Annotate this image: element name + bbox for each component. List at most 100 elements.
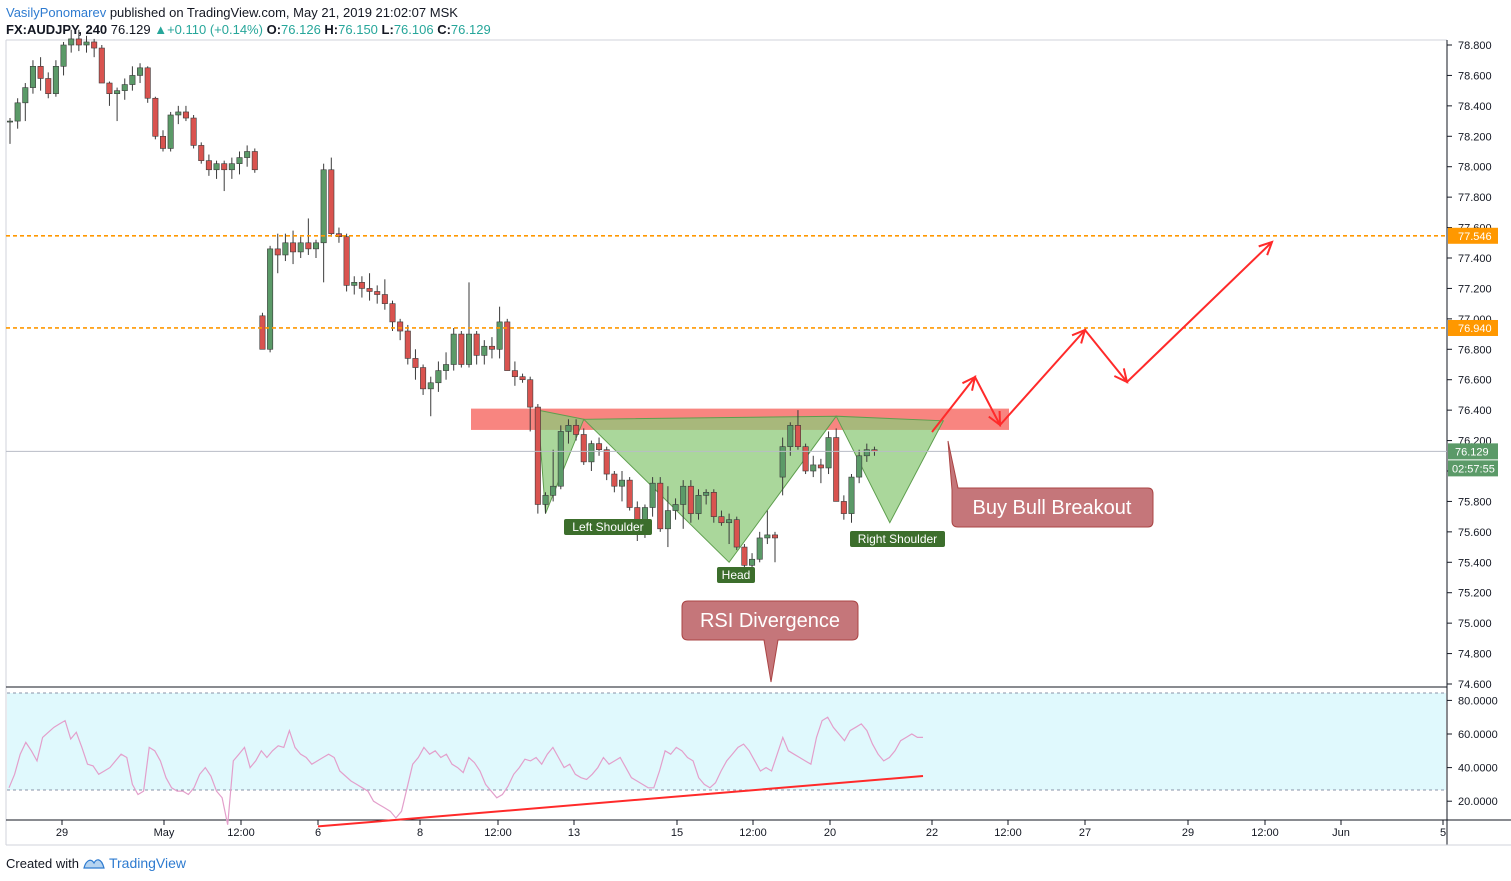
candle-body <box>565 425 572 432</box>
rsi-divergence-text: RSI Divergence <box>700 610 840 632</box>
level-badge <box>1448 227 1498 244</box>
candle-body <box>267 248 274 350</box>
time-tick-label: 12:00 <box>227 827 255 839</box>
candle <box>251 148 258 173</box>
candle <box>756 531 763 563</box>
tradingview-logo-icon <box>83 859 105 869</box>
candle-body <box>794 425 801 447</box>
candle-body <box>749 558 756 566</box>
candle-body <box>672 504 679 511</box>
candle-body <box>366 288 373 292</box>
candle-body <box>236 157 243 164</box>
candle-body <box>259 315 266 350</box>
candle <box>672 498 679 520</box>
candle <box>680 480 687 529</box>
tradingview-brand[interactable]: TradingView <box>108 855 187 871</box>
candle <box>611 471 618 493</box>
candle-body <box>779 446 786 478</box>
candle-body <box>680 485 687 505</box>
open-label: O: <box>266 22 282 37</box>
candle-body <box>733 519 740 548</box>
candle <box>282 233 289 262</box>
candle-body <box>152 97 159 137</box>
price-tick-label: 76.600 <box>1458 375 1492 387</box>
rsi-tick-label: 60.0000 <box>1458 729 1498 741</box>
candle <box>473 331 480 365</box>
candle <box>244 145 251 167</box>
left-shoulder-label-bg <box>564 519 652 535</box>
buy-callout <box>947 440 1154 528</box>
arrowhead <box>1071 328 1087 344</box>
time-tick-label: May <box>154 827 175 839</box>
candle <box>45 72 52 99</box>
price-tick-label: 78.800 <box>1458 40 1492 52</box>
candle-body <box>726 519 733 524</box>
rsi-tick-label: 40.0000 <box>1458 763 1498 775</box>
candle <box>343 233 350 292</box>
time-tick-label: 12:00 <box>739 827 767 839</box>
right-shoulder-shape <box>835 415 945 524</box>
candle-body <box>228 163 235 171</box>
candle-body <box>205 160 212 171</box>
candle <box>404 324 411 365</box>
candle-body <box>435 370 442 384</box>
time-tick-label: 8 <box>417 827 423 839</box>
candle-body <box>121 84 128 91</box>
interval: , 240 <box>78 22 108 37</box>
open-value: 76.126 <box>281 22 321 37</box>
countdown-text: 02:57:55 <box>1452 463 1495 475</box>
candle-body <box>848 476 855 514</box>
price-tick-label: 74.600 <box>1458 679 1492 691</box>
candle-body <box>343 236 350 286</box>
candle-body <box>91 41 98 49</box>
candle-body <box>251 151 258 171</box>
candle-body <box>840 501 847 514</box>
candle-body <box>496 321 503 350</box>
candle <box>573 419 580 441</box>
candle <box>381 279 388 310</box>
time-tick-label: 12:00 <box>994 827 1022 839</box>
candle <box>603 446 610 481</box>
candle <box>129 66 136 91</box>
candle-body <box>710 491 717 517</box>
projection-path <box>931 241 1273 433</box>
arrowhead <box>961 375 977 391</box>
rsi-divergence-callout <box>681 600 859 683</box>
candle <box>213 160 220 179</box>
candle <box>856 449 863 484</box>
candle-body <box>817 464 824 469</box>
candle-body <box>328 169 335 234</box>
candle-body <box>756 537 763 560</box>
price-tick-label: 75.800 <box>1458 496 1492 508</box>
level-badge <box>1448 319 1498 336</box>
author-link[interactable]: VasilyPonomarev <box>6 5 107 20</box>
candle <box>779 437 786 496</box>
candle-body <box>7 120 14 123</box>
candle-body <box>320 169 327 244</box>
rsi-tick-label: 20.0000 <box>1458 796 1498 808</box>
last-value: 76.129 <box>110 22 151 37</box>
candle <box>527 376 534 432</box>
candle <box>91 38 98 58</box>
candle-body <box>580 434 587 463</box>
candle <box>764 510 771 545</box>
candle <box>618 471 625 502</box>
candle-body <box>221 163 228 171</box>
level-badge-text: 76.940 <box>1458 323 1492 335</box>
candle-body <box>68 38 75 46</box>
candle-body <box>129 75 136 85</box>
candle <box>412 349 419 380</box>
candle-body <box>282 242 289 256</box>
candle-body <box>106 82 113 94</box>
symbol-info: FX:AUDJPY, 240 76.129 ▲+0.110 (+0.14%) O… <box>6 22 491 37</box>
countdown-badge <box>1448 460 1498 477</box>
buy-callout-text: Buy Bull Breakout <box>973 497 1132 519</box>
candle <box>374 285 381 304</box>
time-tick-label: 6 <box>315 827 321 839</box>
candle-body <box>244 151 251 158</box>
candle-body <box>550 485 557 496</box>
time-tick-label: 15 <box>671 827 683 839</box>
close-label: C: <box>437 22 451 37</box>
symbol[interactable]: FX:AUDJPY <box>6 22 79 37</box>
